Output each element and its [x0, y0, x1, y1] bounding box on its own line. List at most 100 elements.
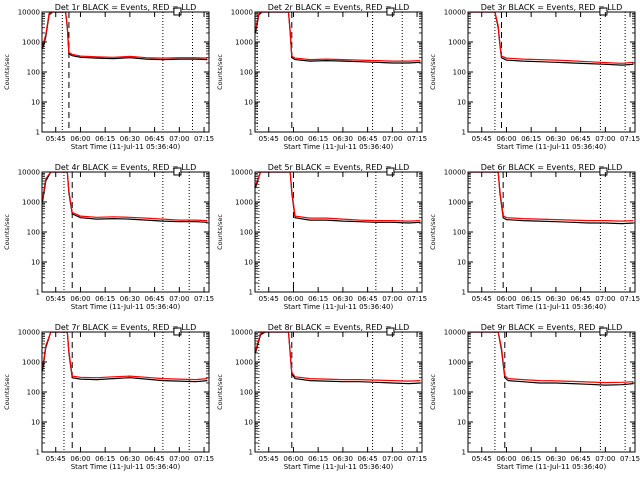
y-tick-label: 1: [36, 449, 40, 457]
x-tick-label: 06:30: [546, 135, 566, 143]
time-marker-box: [599, 167, 608, 176]
x-tick-label: 07:00: [382, 135, 402, 143]
chart-title: Det 7r BLACK = Events, RED = LLD: [55, 323, 197, 332]
x-tick-label: 07:15: [407, 455, 427, 463]
series-line-events: [468, 332, 634, 386]
x-tick-label: 06:45: [358, 135, 378, 143]
series-line-events: [255, 12, 421, 64]
y-tick-label: 100: [453, 69, 466, 77]
y-axis-label: Counts/sec: [429, 374, 437, 410]
time-marker-box: [173, 167, 182, 176]
y-tick-label: 1000: [22, 39, 40, 47]
series-line-events: [42, 172, 208, 223]
series-line-lld: [42, 172, 208, 222]
time-marker-box: [173, 7, 182, 16]
x-tick-label: 05:45: [259, 135, 279, 143]
x-tick-label: 07:00: [595, 455, 615, 463]
x-axis-label: Start Time (11-Jul-11 05:36:40): [284, 143, 394, 151]
x-tick-label: 06:45: [571, 295, 591, 303]
y-tick-label: 1000: [22, 199, 40, 207]
plot-frame: [467, 331, 636, 453]
x-tick-label: 07:15: [620, 135, 640, 143]
x-tick-label: 06:45: [358, 455, 378, 463]
y-tick-label: 1: [462, 449, 466, 457]
y-tick-label: 1: [249, 449, 253, 457]
x-tick-label: 06:30: [546, 295, 566, 303]
y-tick-label: 1: [249, 129, 253, 137]
plot-frame: [41, 331, 210, 453]
chart-panel-9: 1 10 100 1000 10000 05:45 06:00 06:15 06:30 06:45…: [429, 323, 640, 471]
y-tick-label: 1000: [448, 199, 466, 207]
x-tick-label: 06:00: [70, 455, 90, 463]
y-tick-label: 100: [240, 229, 253, 237]
plot-area: [255, 12, 421, 132]
x-tick-label: 07:00: [382, 455, 402, 463]
y-axis-label: Counts/sec: [3, 214, 11, 250]
x-tick-label: 05:45: [46, 455, 66, 463]
y-tick-label: 1000: [448, 39, 466, 47]
x-tick-label: 06:45: [358, 295, 378, 303]
series-line-events: [255, 172, 421, 224]
y-tick-label: 10: [457, 419, 466, 427]
x-tick-label: 07:00: [169, 135, 189, 143]
x-tick-label: 06:15: [308, 455, 328, 463]
plot-area: [42, 172, 208, 292]
x-tick-label: 06:30: [120, 295, 140, 303]
y-tick-label: 10: [31, 259, 40, 267]
y-tick-label: 10000: [444, 169, 466, 177]
y-tick-label: 10000: [18, 9, 40, 17]
series-line-lld: [255, 12, 421, 62]
y-tick-label: 100: [240, 69, 253, 77]
y-tick-label: 1: [36, 289, 40, 297]
x-tick-label: 06:00: [496, 455, 516, 463]
y-tick-label: 1: [462, 289, 466, 297]
y-tick-label: 10: [244, 99, 253, 107]
time-marker-box: [386, 167, 395, 176]
series-line-lld: [42, 332, 208, 381]
x-tick-label: 06:30: [333, 295, 353, 303]
y-tick-label: 100: [453, 389, 466, 397]
x-tick-label: 06:45: [571, 135, 591, 143]
x-tick-label: 07:15: [194, 295, 214, 303]
x-tick-label: 05:45: [259, 295, 279, 303]
x-tick-label: 06:30: [120, 135, 140, 143]
chart-title: Det 6r BLACK = Events, RED = LLD: [481, 163, 623, 172]
y-tick-label: 1: [462, 129, 466, 137]
x-axis-label: Start Time (11-Jul-11 05:36:40): [284, 303, 394, 311]
plot-frame: [254, 331, 423, 453]
chart-panel-5: 1 10 100 1000 10000 05:45 06:00 06:15 06:30 06:45…: [216, 163, 427, 311]
plot-frame: [41, 171, 210, 293]
plot-frame: [467, 171, 636, 293]
y-tick-label: 1000: [235, 359, 253, 367]
x-tick-label: 06:30: [546, 455, 566, 463]
x-tick-label: 07:15: [407, 135, 427, 143]
y-axis-label: Counts/sec: [216, 54, 224, 90]
x-tick-label: 06:15: [308, 295, 328, 303]
time-marker-box: [386, 7, 395, 16]
y-tick-label: 1000: [235, 39, 253, 47]
plot-frame: [467, 11, 636, 133]
x-axis-label: Start Time (11-Jul-11 05:36:40): [284, 463, 394, 471]
x-tick-label: 06:00: [70, 135, 90, 143]
x-tick-label: 06:30: [333, 455, 353, 463]
x-tick-label: 05:45: [472, 455, 492, 463]
y-tick-label: 10000: [18, 169, 40, 177]
y-axis-label: Counts/sec: [216, 214, 224, 250]
y-tick-label: 10: [457, 99, 466, 107]
x-tick-label: 06:30: [333, 135, 353, 143]
y-tick-label: 10000: [444, 9, 466, 17]
y-tick-label: 100: [240, 389, 253, 397]
chart-title: Det 2r BLACK = Events, RED = LLD: [268, 3, 410, 12]
plot-area: [468, 172, 634, 292]
chart-panel-7: 1 10 100 1000 10000 05:45 06:00 06:15 06:30 06:45…: [3, 323, 214, 471]
x-axis-label: Start Time (11-Jul-11 05:36:40): [497, 463, 607, 471]
y-tick-label: 100: [27, 389, 40, 397]
series-line-lld: [468, 172, 634, 222]
x-tick-label: 07:00: [169, 295, 189, 303]
y-tick-label: 1000: [235, 199, 253, 207]
x-axis-label: Start Time (11-Jul-11 05:36:40): [71, 143, 181, 151]
x-tick-label: 07:00: [595, 135, 615, 143]
chart-title: Det 9r BLACK = Events, RED = LLD: [481, 323, 623, 332]
plot-area: [42, 12, 208, 132]
